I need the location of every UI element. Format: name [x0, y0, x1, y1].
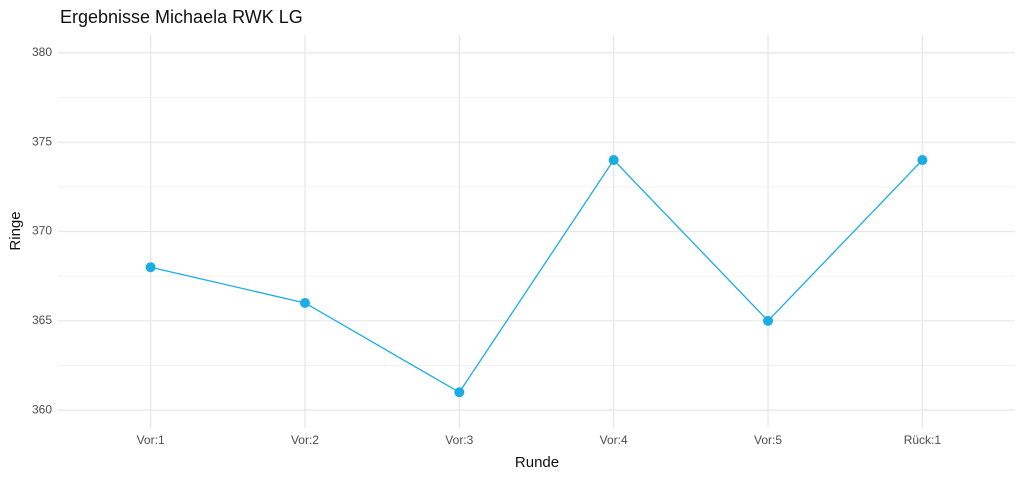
- y-tick-label: 380: [32, 45, 52, 59]
- y-tick-label: 360: [32, 402, 52, 416]
- x-axis-title: Runde: [515, 454, 559, 471]
- y-tick-label: 375: [32, 134, 52, 148]
- point: [454, 387, 465, 398]
- chart-title: Ergebnisse Michaela RWK LG: [60, 7, 303, 27]
- y-axis-title: Ringe: [7, 211, 24, 250]
- point: [608, 155, 619, 166]
- y-tick-label: 370: [32, 224, 52, 238]
- point: [145, 262, 156, 273]
- x-tick-label: Vor:2: [291, 433, 319, 447]
- x-tick-label: Vor:1: [137, 433, 165, 447]
- x-tick-label: Vor:5: [754, 433, 782, 447]
- x-tick-label: Vor:3: [445, 433, 473, 447]
- point: [763, 315, 774, 326]
- line: [150, 159, 923, 394]
- y-tick-label: 365: [32, 313, 52, 327]
- x-tick-label: Vor:4: [600, 433, 628, 447]
- point: [299, 297, 310, 308]
- point: [917, 155, 928, 166]
- x-tick-label: Rück:1: [904, 433, 942, 447]
